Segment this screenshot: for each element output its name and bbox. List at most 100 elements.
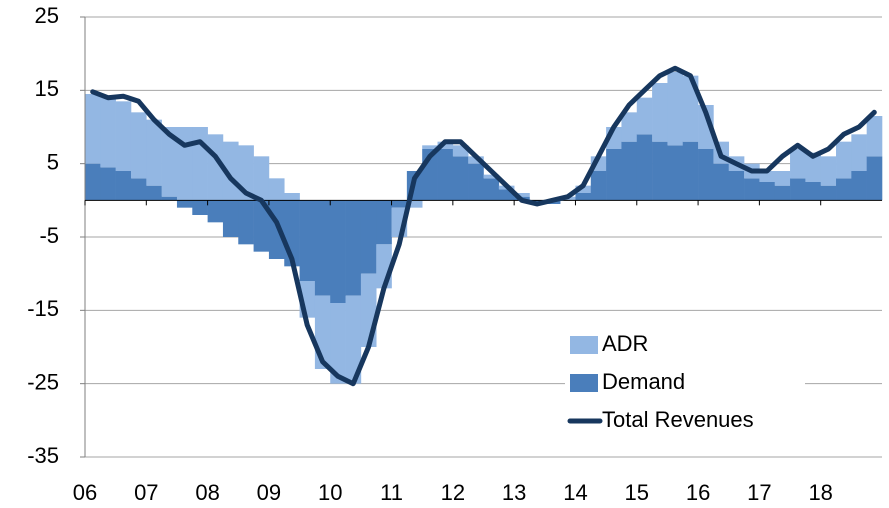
y-tick-label: -35	[27, 443, 59, 468]
bar	[345, 200, 362, 296]
bar	[851, 171, 867, 201]
x-tick-label: 10	[318, 480, 342, 505]
bar	[452, 156, 469, 201]
y-tick-label: 25	[35, 3, 59, 28]
bar	[575, 185, 592, 193]
bar	[514, 193, 530, 197]
bar	[437, 141, 454, 149]
bar	[161, 196, 178, 201]
bar	[130, 112, 147, 179]
x-tick-label: 15	[625, 480, 649, 505]
bar	[437, 149, 454, 201]
bar	[100, 167, 116, 201]
bar	[636, 97, 653, 135]
legend-label: Demand	[602, 369, 685, 394]
bar	[391, 200, 408, 208]
bar	[130, 178, 147, 201]
bar	[836, 178, 852, 201]
bar	[713, 163, 730, 201]
bar	[698, 149, 714, 201]
bar	[805, 182, 821, 201]
bar	[774, 171, 791, 186]
bar	[790, 178, 806, 201]
bar	[606, 149, 622, 201]
x-tick-label: 11	[380, 480, 403, 505]
x-tick-label: 14	[563, 480, 587, 505]
line	[90, 65, 877, 387]
legend-swatch	[570, 336, 598, 354]
x-tick-label: 12	[441, 480, 465, 505]
bar	[406, 200, 423, 208]
bar	[851, 134, 867, 171]
bar	[222, 200, 239, 237]
legend-background	[565, 325, 805, 444]
bar	[253, 200, 270, 252]
bar	[667, 145, 684, 201]
bar	[836, 141, 852, 179]
bar	[192, 127, 208, 201]
bar	[146, 185, 162, 201]
x-tick-label: 13	[502, 480, 526, 505]
bar	[652, 141, 668, 201]
bar	[759, 171, 776, 182]
x-tick-label: 08	[195, 480, 219, 505]
bar	[636, 134, 653, 201]
bar	[774, 185, 791, 201]
y-tick-label: -25	[27, 369, 59, 394]
legend-swatch	[570, 374, 598, 392]
bar	[314, 200, 331, 296]
bar	[483, 174, 500, 179]
bar	[682, 141, 699, 201]
bar	[115, 171, 132, 201]
y-tick-label: -5	[39, 223, 59, 248]
bar	[85, 163, 101, 201]
bar	[330, 200, 346, 303]
bar	[483, 178, 500, 201]
bar	[284, 193, 300, 201]
bar	[345, 295, 362, 384]
bar	[468, 163, 484, 201]
legend-label: Total Revenues	[602, 407, 754, 432]
legend-label: ADR	[602, 331, 648, 356]
y-tick-label: 5	[47, 149, 59, 174]
bar	[85, 94, 101, 164]
y-tick-label: 15	[35, 76, 59, 101]
bar	[299, 200, 316, 281]
bar	[176, 127, 193, 201]
bar	[790, 149, 806, 179]
bar	[498, 189, 515, 201]
bar	[360, 200, 377, 274]
bar	[744, 178, 760, 201]
bar	[759, 182, 776, 201]
bar	[376, 200, 392, 245]
bar	[652, 83, 668, 142]
bar	[468, 156, 484, 164]
x-tick-label: 16	[686, 480, 710, 505]
bar	[805, 152, 821, 182]
bar	[820, 185, 837, 201]
x-tick-label: 18	[808, 480, 832, 505]
bar	[192, 200, 208, 215]
bar	[621, 141, 638, 201]
bar	[575, 193, 592, 201]
bar	[866, 116, 883, 157]
bar	[698, 105, 714, 149]
bar	[866, 156, 883, 201]
x-tick-label: 06	[73, 480, 97, 505]
bar	[268, 178, 285, 201]
bar	[728, 171, 745, 201]
x-tick-label: 17	[747, 480, 771, 505]
bar	[621, 112, 638, 142]
x-tick-label: 07	[134, 480, 158, 505]
bar	[161, 127, 178, 197]
bar	[360, 273, 377, 347]
bar	[238, 200, 254, 245]
bar	[820, 156, 837, 186]
bar	[330, 303, 346, 384]
bar	[100, 97, 116, 168]
bar	[452, 145, 469, 157]
bar	[682, 75, 699, 142]
bar	[422, 145, 438, 149]
bar	[176, 200, 193, 208]
bar	[207, 200, 224, 223]
